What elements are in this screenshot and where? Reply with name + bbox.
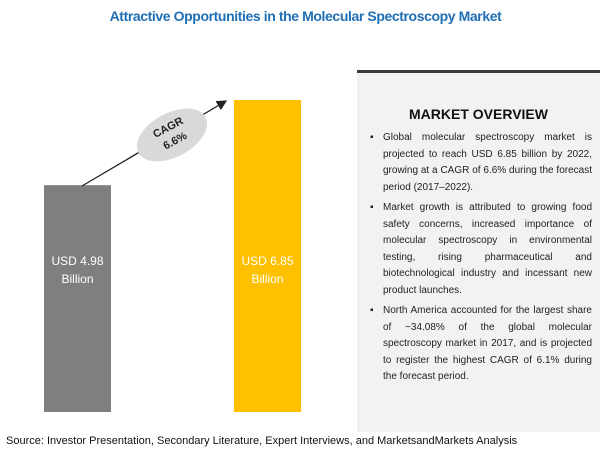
cagr-badge: CAGR 6.6% <box>136 108 208 162</box>
overview-bullet: Global molecular spectroscopy market is … <box>370 130 592 196</box>
bar <box>44 185 111 412</box>
bar-value-label: USD 6.85 Billion <box>241 254 294 286</box>
cagr-ellipse <box>136 108 208 162</box>
overview-title: MARKET OVERVIEW <box>409 106 548 122</box>
overview-bullet: North America accounted for the largest … <box>370 303 592 386</box>
source-note: Source: Investor Presentation, Secondary… <box>6 435 518 447</box>
overview-bullet: Market growth is attributed to growing f… <box>370 200 592 299</box>
chart-title: Attractive Opportunities in the Molecula… <box>109 8 502 24</box>
bar <box>234 100 301 412</box>
bar-value-label: USD 4.98 Billion <box>51 254 104 286</box>
overview-list: Global molecular spectroscopy market is … <box>357 130 600 386</box>
overview-box: MARKET OVERVIEW Global molecular spectro… <box>357 70 600 432</box>
